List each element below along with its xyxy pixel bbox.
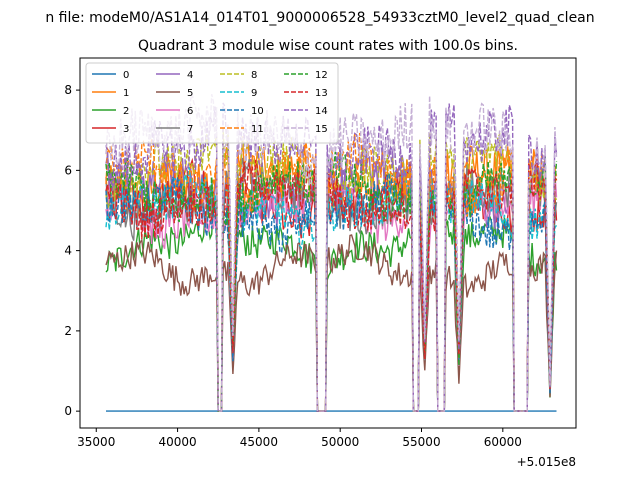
legend-label-4: 4 [187,70,193,81]
legend-label-1: 1 [123,88,129,99]
series-line-2 [105,204,558,412]
y-tick-label: 4 [64,244,72,258]
x-tick-label: 40000 [158,435,196,449]
series-line-10 [105,172,557,412]
x-tick-label: 50000 [321,435,359,449]
legend-label-0: 0 [123,70,129,81]
series-line-14 [105,102,558,412]
legend-label-9: 9 [251,88,257,99]
x-tick-label: 60000 [484,435,522,449]
legend-label-14: 14 [315,106,328,117]
series-line-13 [105,158,558,412]
x-tick-label: 45000 [240,435,278,449]
legend-label-2: 2 [123,106,129,117]
plot-frame [79,57,577,429]
legend-label-13: 13 [315,88,328,99]
legend-label-3: 3 [123,124,129,135]
series-line-5 [105,234,558,412]
x-tick-label: 55000 [402,435,440,449]
y-tick-label: 2 [64,324,72,338]
chart-title: Quadrant 3 module wise count rates with … [138,38,518,54]
x-tick-label: 35000 [77,435,115,449]
figure-suptitle: n file: modeM0/AS1A14_014T01_9000006528_… [45,10,594,26]
legend-box [85,62,339,144]
legend-label-12: 12 [315,70,328,81]
y-tick-label: 8 [64,83,72,97]
legend-label-7: 7 [187,124,193,135]
axes-ticks: 35000 40000 45000 50000 55000 60000 0 2 4 6 8 [64,83,522,449]
legend-label-6: 6 [187,106,193,117]
y-tick-label: 0 [64,404,72,418]
y-tick-label: 6 [64,163,72,177]
legend-label-11: 11 [251,124,264,135]
x-offset-label: +5.015e8 [517,455,576,469]
legend-label-8: 8 [251,70,257,81]
legend-label-10: 10 [251,106,264,117]
legend-label-15: 15 [315,124,328,135]
legend-label-5: 5 [187,88,193,99]
